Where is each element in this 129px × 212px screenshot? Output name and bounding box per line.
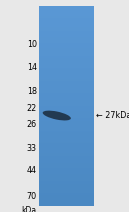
Text: 26: 26 xyxy=(27,120,37,128)
Text: 44: 44 xyxy=(27,166,37,175)
Text: 22: 22 xyxy=(27,104,37,113)
Text: 33: 33 xyxy=(27,144,37,153)
Text: kDa: kDa xyxy=(22,206,37,212)
Text: 14: 14 xyxy=(27,63,37,72)
Text: 18: 18 xyxy=(27,87,37,96)
Text: 70: 70 xyxy=(27,192,37,201)
Text: ← 27kDa: ← 27kDa xyxy=(96,111,129,120)
Ellipse shape xyxy=(43,111,71,120)
Text: 10: 10 xyxy=(27,40,37,49)
